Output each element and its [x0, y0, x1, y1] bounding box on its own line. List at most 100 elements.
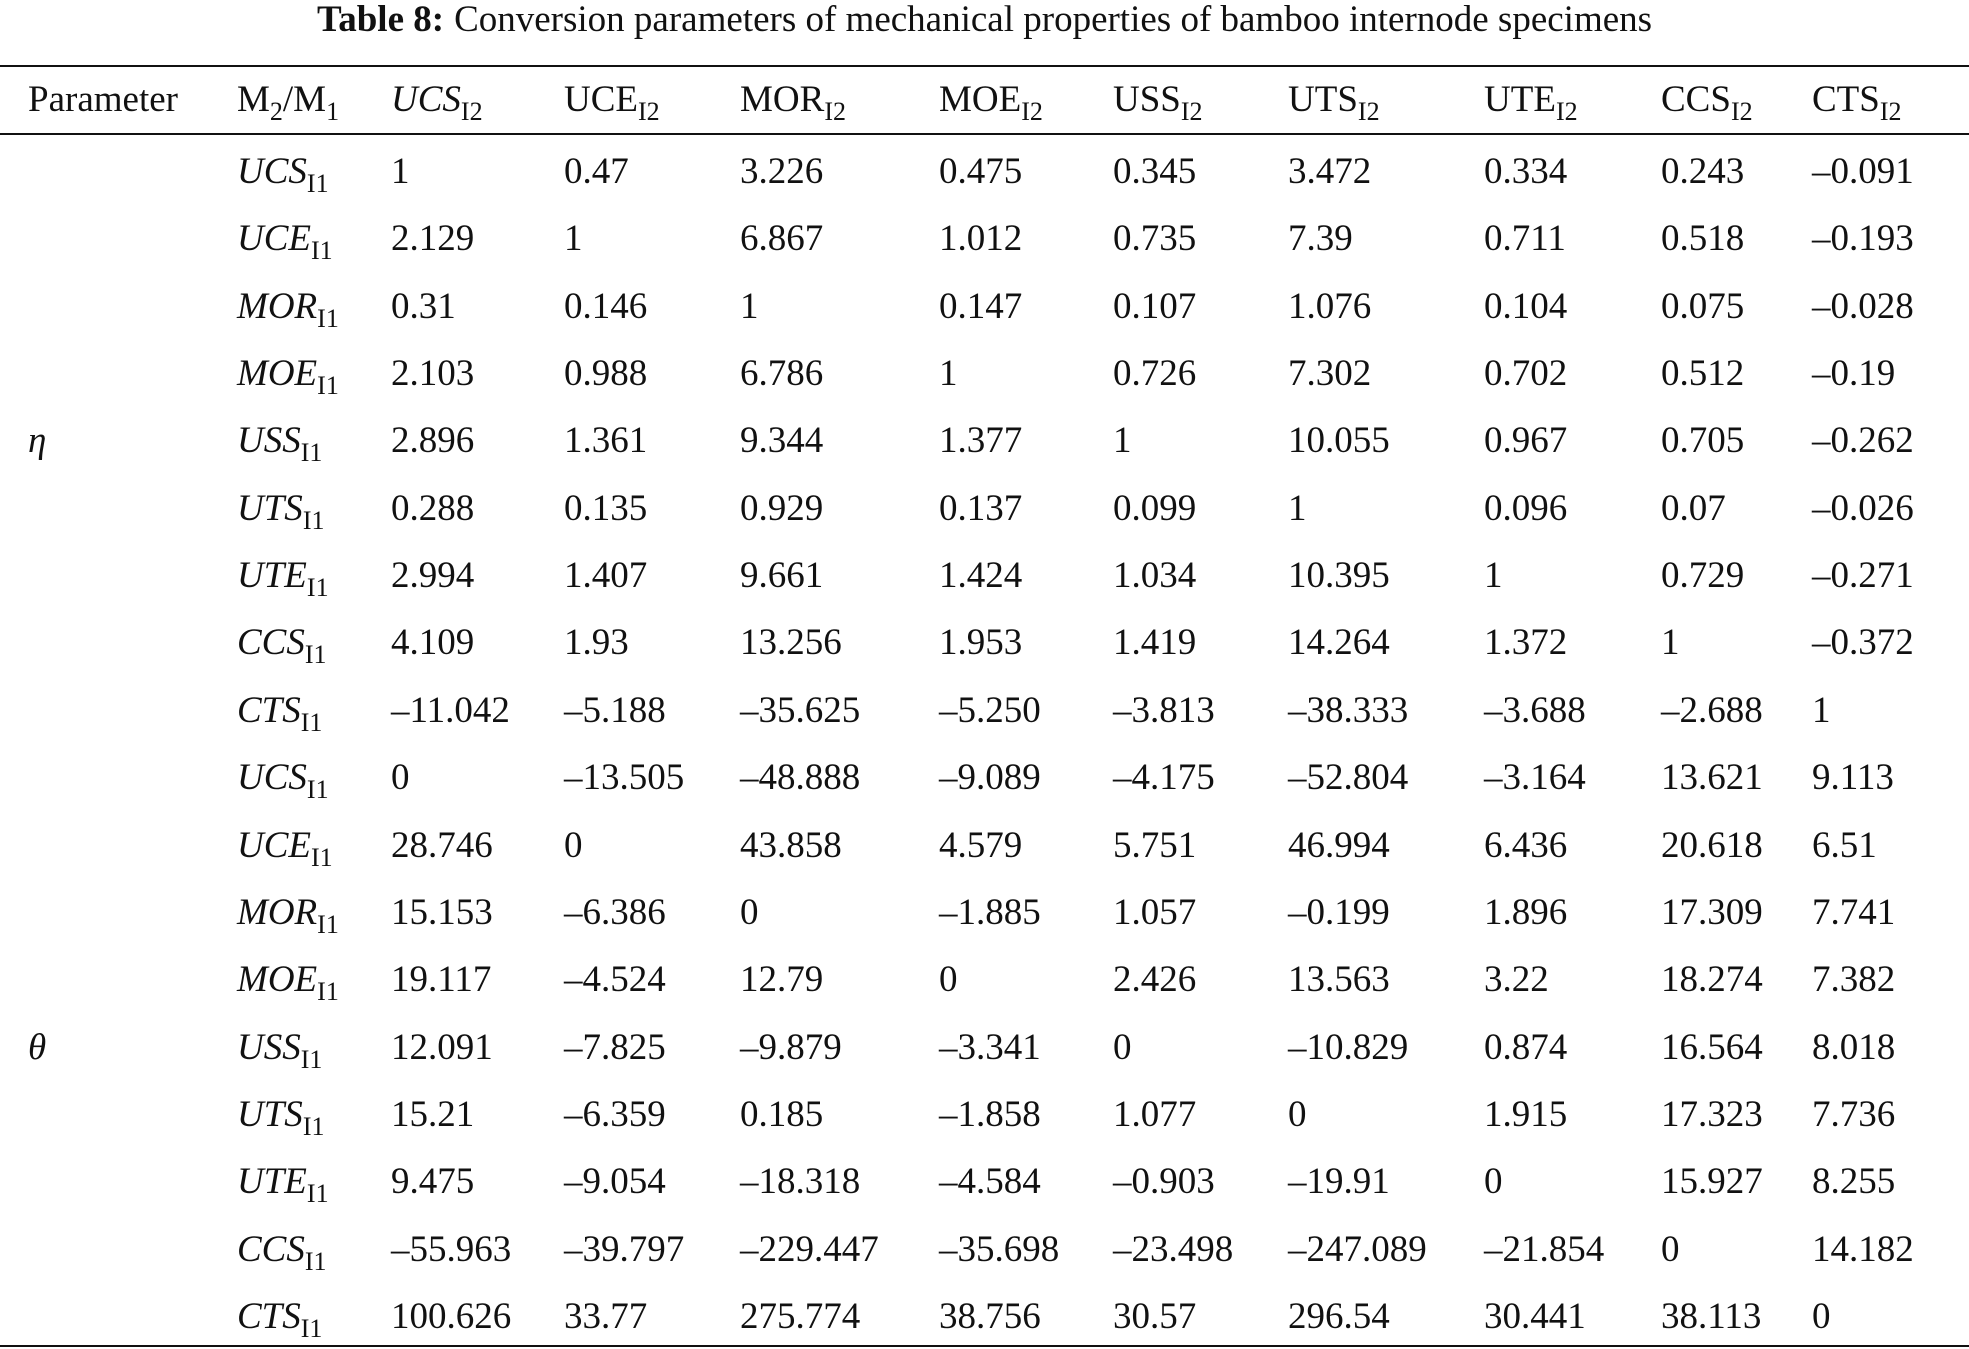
- table-cell: 3.226: [740, 151, 824, 192]
- subscript: I1: [306, 573, 329, 603]
- table-cell: 17.309: [1661, 891, 1763, 933]
- text-run: Parameter: [28, 79, 178, 120]
- table-cell: –6.386: [564, 891, 666, 933]
- table-cell: 7.741: [1812, 891, 1896, 933]
- table-cell: 0: [1484, 1161, 1503, 1203]
- subscript: I1: [302, 1111, 325, 1141]
- table-cell: 0.147: [939, 285, 1023, 327]
- table-cell: 0.135: [564, 487, 648, 529]
- table-cell: 1.896: [1484, 891, 1568, 933]
- text-run: UTE: [1484, 79, 1556, 120]
- table-cell: –5.188: [564, 689, 666, 731]
- table-cell: 0.334: [1484, 151, 1568, 192]
- row-header: UCEI1: [237, 219, 333, 266]
- table-cell: –9.089: [939, 757, 1041, 799]
- column-header: UTSI2: [1288, 79, 1380, 127]
- table-cell: 0.185: [740, 1093, 824, 1135]
- table-cell: 1.419: [1113, 622, 1197, 664]
- table-cell: 0.726: [1113, 353, 1197, 395]
- subscript: I1: [306, 169, 329, 198]
- table-cell: –13.505: [564, 757, 685, 799]
- row-header: MOEI1: [237, 354, 339, 401]
- text-run: /M: [282, 79, 327, 120]
- text-run: MOR: [740, 79, 825, 120]
- group-label: η: [28, 420, 47, 462]
- table-cell: 13.563: [1288, 959, 1390, 1001]
- text-run: UTS: [1288, 79, 1358, 120]
- table-cell: 15.21: [391, 1093, 475, 1135]
- table-cell: 46.994: [1288, 824, 1390, 866]
- table-cell: 9.113: [1812, 757, 1894, 799]
- table-cell: 33.77: [564, 1295, 648, 1337]
- table-cell: 0.104: [1484, 285, 1568, 327]
- table-cell: –0.372: [1812, 622, 1914, 664]
- subscript: I1: [317, 303, 339, 333]
- table-cell: –4.175: [1113, 757, 1215, 799]
- table-cell: 6.436: [1484, 824, 1568, 866]
- table-caption: Table 8: Conversion parameters of mechani…: [0, 0, 1969, 40]
- table-cell: 30.57: [1113, 1295, 1197, 1337]
- subscript: I1: [306, 775, 329, 805]
- table-cell: –4.524: [564, 959, 666, 1001]
- table-cell: 0.988: [564, 353, 648, 395]
- text-run: CTS: [237, 1295, 301, 1337]
- table-cell: –18.318: [740, 1161, 861, 1203]
- table-cell: 12.79: [740, 959, 824, 1001]
- row-header: UTSI1: [237, 1094, 324, 1141]
- table-cell: 1.407: [564, 555, 648, 597]
- table-cell: 6.786: [740, 353, 824, 395]
- text-run: MOE: [939, 79, 1022, 120]
- text-run: CCS: [1661, 79, 1731, 120]
- table-cell: 0.702: [1484, 353, 1568, 395]
- table-cell: 10.395: [1288, 555, 1390, 597]
- table-cell: 3.472: [1288, 151, 1372, 192]
- subscript: I1: [317, 909, 339, 939]
- subscript: I2: [1357, 97, 1380, 126]
- table-cell: –10.829: [1288, 1026, 1409, 1068]
- bottom-rule: [0, 1345, 1969, 1347]
- subscript: I1: [300, 438, 323, 468]
- table-cell: 4.579: [939, 824, 1023, 866]
- table-cell: –1.858: [939, 1093, 1041, 1135]
- subscript: I1: [311, 842, 333, 872]
- table-cell: 1: [1288, 487, 1307, 529]
- table-cell: 0.729: [1661, 555, 1745, 597]
- subscript: I1: [311, 236, 333, 266]
- table-cell: –39.797: [564, 1228, 685, 1270]
- table-cell: 0.475: [939, 151, 1023, 192]
- table-cell: 1.372: [1484, 622, 1568, 664]
- table-cell: 0: [564, 824, 583, 866]
- table-cell: 14.182: [1812, 1228, 1914, 1270]
- table-cell: 0.243: [1661, 151, 1745, 192]
- table-cell: 275.774: [740, 1295, 861, 1337]
- table-cell: –0.903: [1113, 1161, 1215, 1203]
- table-cell: 0.518: [1661, 218, 1745, 260]
- table-cell: 14.264: [1288, 622, 1390, 664]
- table-cell: 0: [740, 891, 759, 933]
- table-cell: 7.39: [1288, 218, 1353, 260]
- table-cell: 2.129: [391, 218, 475, 260]
- table-cell: 0.31: [391, 285, 456, 327]
- text-run: UTS: [237, 487, 303, 529]
- table-cell: –35.625: [740, 689, 861, 731]
- table-cell: 0.075: [1661, 285, 1745, 327]
- table-cell: 1.034: [1113, 555, 1197, 597]
- table-cell: 0.929: [740, 487, 824, 529]
- text-run: UCS: [391, 79, 461, 120]
- table-cell: –0.19: [1812, 353, 1896, 395]
- row-header: UCEI1: [237, 825, 333, 872]
- row-header: UCSI1: [237, 758, 329, 805]
- subscript: I1: [300, 707, 323, 737]
- column-header: Parameter: [28, 80, 178, 120]
- table-cell: –0.262: [1812, 420, 1914, 462]
- table-cell: 1.057: [1113, 891, 1197, 933]
- table-cell: 9.344: [740, 420, 824, 462]
- table-cell: –247.089: [1288, 1228, 1427, 1270]
- table-cell: 1: [1484, 555, 1503, 597]
- table-cell: 0.47: [564, 151, 629, 192]
- table-cell: –0.193: [1812, 218, 1914, 260]
- column-header: CTSI2: [1812, 80, 1902, 127]
- table-cell: 7.736: [1812, 1093, 1896, 1135]
- text-run: UTE: [237, 1161, 307, 1203]
